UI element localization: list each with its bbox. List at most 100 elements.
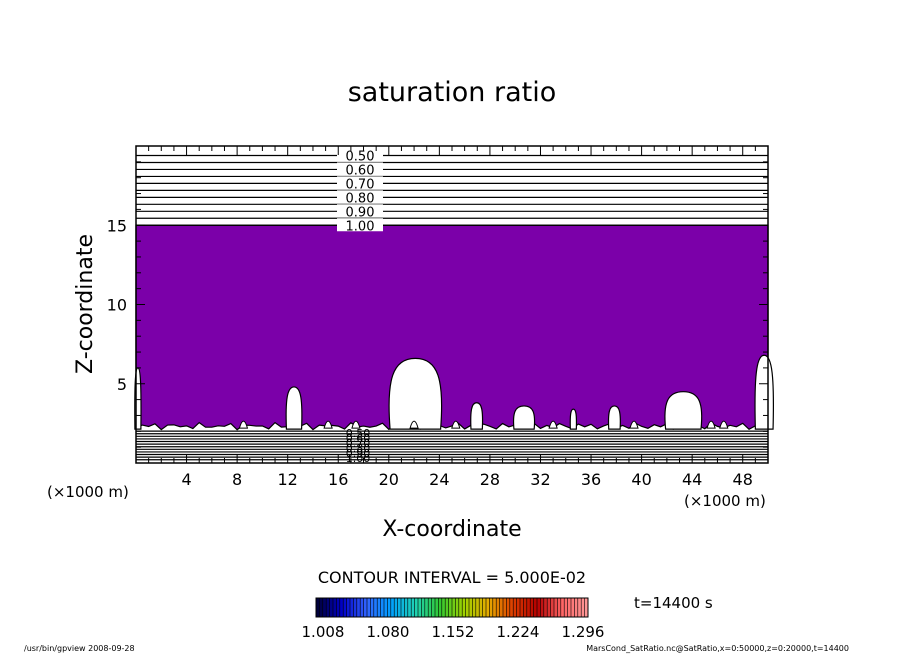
- x-tick-label: 48: [733, 470, 753, 489]
- y-axis-label: Z-coordinate: [73, 234, 98, 374]
- cloud-bump: [629, 420, 639, 429]
- colorbar-cell: [571, 598, 575, 617]
- cloud-bump: [351, 420, 361, 429]
- colorbar-cell: [435, 598, 439, 617]
- colorbar-cell: [486, 598, 490, 617]
- colorbar-cell: [329, 598, 334, 617]
- colorbar-cell: [560, 598, 565, 617]
- upper-contour-label: 0.60: [346, 163, 375, 178]
- x-tick-label: 32: [530, 470, 550, 489]
- colorbar-cell: [384, 598, 388, 617]
- colorbar-cell: [343, 598, 347, 617]
- colorbar-cell: [316, 598, 320, 617]
- colorbar-cell: [469, 598, 473, 617]
- colorbar-cell: [574, 598, 579, 617]
- colorbar-cell: [496, 598, 500, 617]
- colorbar-cell: [322, 598, 327, 617]
- lower-contour-label: 0.50: [346, 427, 371, 440]
- colorbar-cell: [537, 598, 541, 617]
- x-tick-label: 12: [278, 470, 298, 489]
- footer-right: MarsCond_SatRatio.nc@SatRatio,x=0:50000,…: [586, 644, 849, 653]
- colorbar-cell: [523, 598, 528, 617]
- cloud-region: [754, 354, 775, 430]
- colorbar-tick-label: 1.296: [562, 623, 605, 641]
- colorbar-cell: [557, 598, 562, 617]
- lower-contour-label: 0.70: [346, 437, 371, 450]
- x-unit-label-right: (×1000 m): [684, 492, 766, 510]
- colorbar-cell: [520, 598, 524, 617]
- cloud-region: [512, 405, 536, 430]
- x-tick-label: 36: [581, 470, 601, 489]
- colorbar-cell: [407, 598, 412, 617]
- cloud-bump: [409, 420, 419, 429]
- x-tick-label: 16: [328, 470, 348, 489]
- lower-contour-label: 0.90: [346, 447, 371, 460]
- colorbar: 1.008 1.080 1.152 1.224 1.296: [302, 597, 605, 641]
- contour-label-bg: [337, 176, 383, 190]
- contour-label-bg: [337, 218, 383, 232]
- colorbar-cell: [424, 598, 429, 617]
- colorbar-cell: [353, 598, 358, 617]
- colorbar-cell: [404, 598, 409, 617]
- x-tick-label: 28: [480, 470, 500, 489]
- x-tick-label: 24: [429, 470, 449, 489]
- x-unit-label-left: (×1000 m): [47, 483, 129, 501]
- colorbar-cell: [516, 598, 521, 617]
- colorbar-cell: [428, 598, 432, 617]
- colorbar-cell: [465, 598, 470, 617]
- colorbar-cell: [448, 598, 453, 617]
- colorbar-cell: [421, 598, 426, 617]
- colorbar-cell: [438, 598, 443, 617]
- colorbar-cell: [333, 598, 337, 617]
- colorbar-frame: [315, 597, 589, 618]
- contour-interval-label: CONTOUR INTERVAL = 5.000E-02: [318, 568, 586, 587]
- colorbar-cell: [387, 598, 392, 617]
- cloud-region: [388, 357, 443, 430]
- colorbar-cell: [567, 598, 572, 617]
- colorbar-cell: [319, 598, 324, 617]
- colorbar-cell: [479, 598, 483, 617]
- colorbar-cell: [377, 598, 381, 617]
- cloud-bump: [238, 420, 249, 429]
- y-tick-label: 15: [107, 216, 127, 235]
- cloud-region: [607, 405, 621, 430]
- lower-contour-label: 0.80: [346, 442, 371, 455]
- colorbar-cell: [472, 598, 477, 617]
- colorbar-cell: [554, 598, 558, 617]
- colorbar-cell: [411, 598, 415, 617]
- colorbar-cell: [540, 598, 545, 617]
- colorbar-cell: [526, 598, 531, 617]
- colorbar-cell: [326, 598, 330, 617]
- x-tick-label: 4: [181, 470, 191, 489]
- colorbar-cell: [356, 598, 361, 617]
- colorbar-cell: [455, 598, 460, 617]
- colorbar-cell: [492, 598, 497, 617]
- colorbar-cell: [550, 598, 555, 617]
- lower-contour-label: 0.60: [346, 432, 371, 445]
- colorbar-cell: [390, 598, 395, 617]
- colorbar-tick-label: 1.224: [497, 623, 540, 641]
- chart-title: saturation ratio: [348, 77, 557, 108]
- colorbar-cell: [336, 598, 341, 617]
- colorbar-cell: [533, 598, 538, 617]
- colorbar-cell: [394, 598, 398, 617]
- colorbar-cell: [499, 598, 504, 617]
- colorbar-cell: [401, 598, 405, 617]
- colorbar-cell: [482, 598, 487, 617]
- colorbar-cell: [564, 598, 568, 617]
- y-tick-label: 5: [117, 375, 127, 394]
- lower-contour-label: 1.00: [346, 452, 371, 465]
- x-axis-label: X-coordinate: [382, 517, 521, 542]
- colorbar-cell: [509, 598, 514, 617]
- cloud-bump: [548, 420, 558, 429]
- y-tick-label: 10: [107, 296, 127, 315]
- cloud-bump: [451, 420, 461, 429]
- colorbar-cell: [581, 598, 585, 617]
- colorbar-cell: [445, 598, 449, 617]
- upper-contour-label: 0.70: [346, 177, 375, 192]
- colorbar-cell: [489, 598, 494, 617]
- colorbar-cell: [373, 598, 378, 617]
- cloud-region: [470, 402, 484, 430]
- colorbar-cell: [414, 598, 419, 617]
- colorbar-tick-label: 1.080: [367, 623, 410, 641]
